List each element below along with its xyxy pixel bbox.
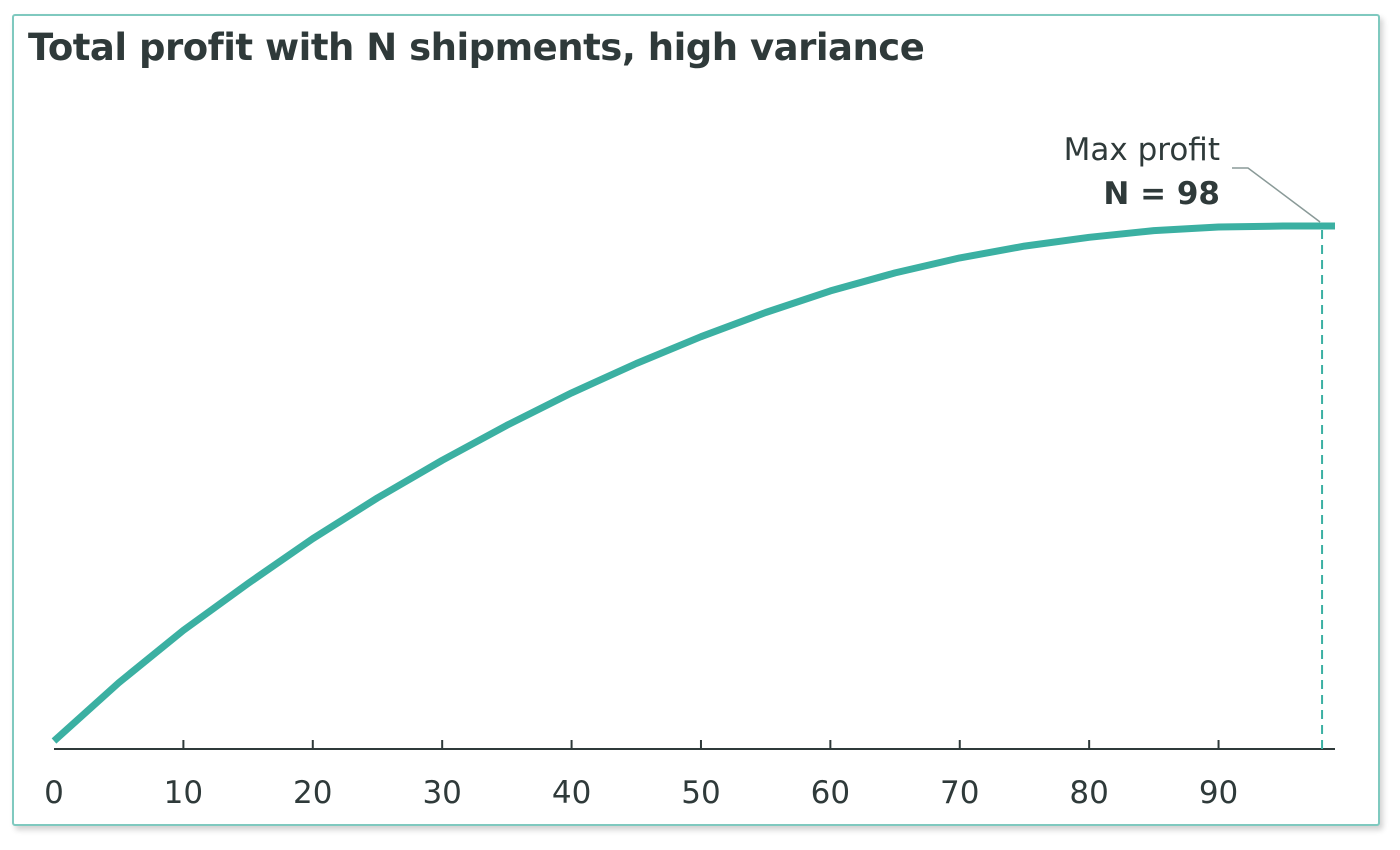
max-annotation: Max profit N = 98 bbox=[1064, 132, 1324, 749]
chart-title: Total profit with N shipments, high vari… bbox=[28, 26, 925, 69]
x-tick-label-20: 20 bbox=[293, 775, 332, 811]
x-tick-label-70: 70 bbox=[940, 775, 979, 811]
x-tick-label-0: 0 bbox=[44, 775, 64, 811]
series-group bbox=[51, 222, 1335, 744]
x-tick-label-10: 10 bbox=[164, 775, 203, 811]
x-tick-label-30: 30 bbox=[422, 775, 461, 811]
x-tick-label-60: 60 bbox=[811, 775, 850, 811]
annotation-label-n-value: N = 98 bbox=[1103, 176, 1220, 212]
x-tick-label-40: 40 bbox=[552, 775, 591, 811]
series-line-0 bbox=[51, 222, 1335, 744]
annotation-leader-line bbox=[1232, 167, 1321, 223]
chart-frame bbox=[12, 14, 1380, 826]
x-tick-label-90: 90 bbox=[1199, 775, 1238, 811]
x-tick-label-80: 80 bbox=[1069, 775, 1108, 811]
x-axis: 0 10 20 30 40 50 60 70 80 90 bbox=[44, 740, 1335, 811]
annotation-label-max-profit: Max profit bbox=[1064, 132, 1220, 168]
x-tick-label-50: 50 bbox=[681, 775, 720, 811]
